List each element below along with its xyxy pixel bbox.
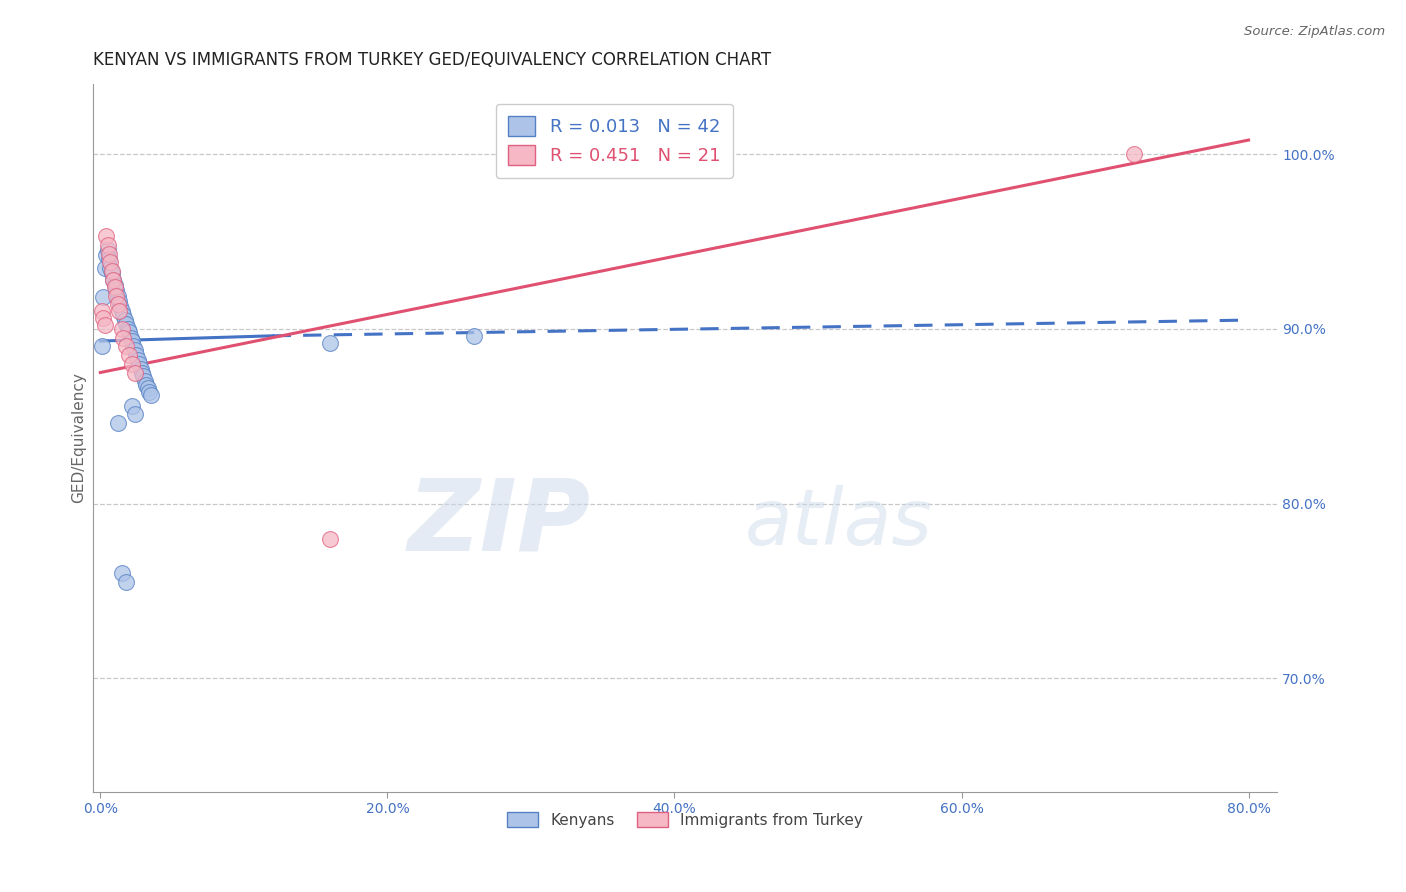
Point [131,366,153,380]
Point [108,293,131,308]
Point [111,304,134,318]
Y-axis label: GED/Equivalency: GED/Equivalency [72,373,86,503]
Text: ZIP: ZIP [408,475,591,572]
Point [93,260,115,275]
Point [319,335,342,350]
Point [115,575,138,590]
Point [129,362,152,376]
Point [105,288,128,302]
Text: atlas: atlas [744,485,932,561]
Point [111,322,134,336]
Point [319,532,342,546]
Point [139,388,162,402]
Point [138,384,160,399]
Point [124,343,146,357]
Point [118,348,141,362]
Point [120,330,142,344]
Point [112,330,135,344]
Point [1122,147,1144,161]
Point [121,357,143,371]
Point [114,313,136,327]
Point [100,255,122,269]
Point [107,288,129,302]
Point [111,566,134,581]
Point [118,326,141,340]
Point [127,353,149,368]
Point [108,304,131,318]
Point [104,278,127,293]
Point [105,284,128,298]
Point [115,317,138,331]
Point [107,297,129,311]
Point [110,299,132,313]
Point [117,322,139,336]
Point [98,246,121,260]
Point [132,369,155,384]
Point [463,328,485,343]
Point [121,399,143,413]
Point [100,260,122,275]
Point [101,264,124,278]
Point [94,248,117,262]
Point [124,366,146,380]
Point [96,243,118,257]
Point [135,377,157,392]
Point [91,311,114,326]
Point [115,339,138,353]
Point [91,290,114,304]
Point [90,339,112,353]
Point [103,273,125,287]
Text: KENYAN VS IMMIGRANTS FROM TURKEY GED/EQUIVALENCY CORRELATION CHART: KENYAN VS IMMIGRANTS FROM TURKEY GED/EQU… [93,51,772,69]
Point [125,348,148,362]
Text: Source: ZipAtlas.com: Source: ZipAtlas.com [1244,25,1385,38]
Point [122,339,145,353]
Point [107,416,129,430]
Legend: Kenyans, Immigrants from Turkey: Kenyans, Immigrants from Turkey [502,805,869,834]
Point [112,308,135,322]
Point [101,266,124,280]
Point [134,374,156,388]
Point [98,252,121,266]
Point [96,238,118,252]
Point [104,280,127,294]
Point [103,273,125,287]
Point [94,229,117,244]
Point [124,408,146,422]
Point [93,318,115,333]
Point [136,381,159,395]
Point [121,334,143,348]
Point [128,357,150,371]
Point [90,304,112,318]
